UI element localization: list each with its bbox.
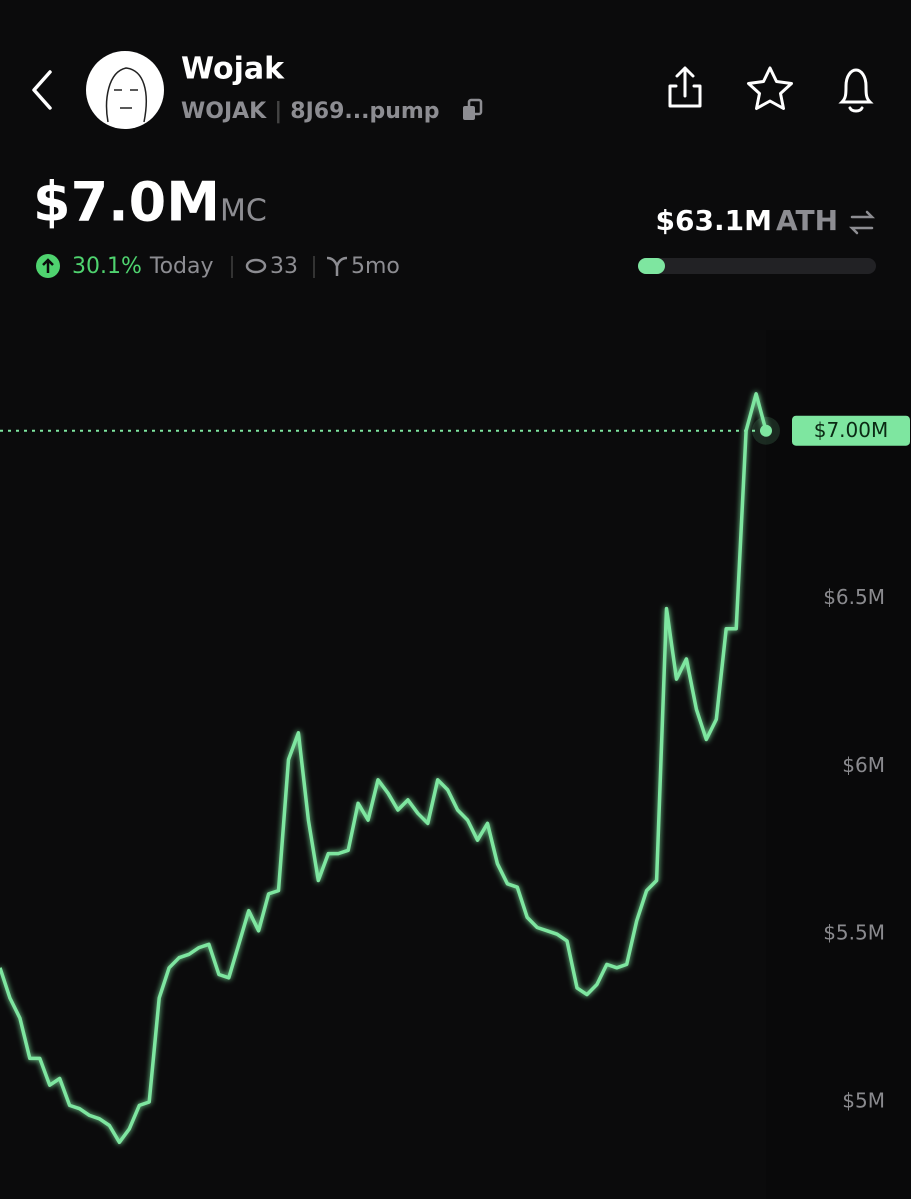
price-line [0,392,768,1145]
alert-button[interactable] [838,68,874,113]
y-tick-label: $6M [842,753,885,777]
watchers: 33 [270,254,298,279]
y-tick-label: $6.5M [823,585,885,609]
address: 8J69...pump [290,99,439,124]
ath-progress-track [638,258,876,274]
ath-progress-fill [638,258,665,274]
share-button[interactable] [668,66,702,108]
back-button[interactable] [32,70,52,110]
ath: $63.1M [656,204,772,237]
change: 30.1% [72,254,142,279]
token-meta: WOJAK | 8J69...pump [181,99,440,124]
eye-icon [245,258,267,274]
market-cap: $7.0M [33,171,220,234]
age: 5mo [351,254,400,279]
y-tick-label: $5.5M [823,921,885,945]
y-tick-label: $5M [842,1089,885,1113]
favorite-button[interactable] [747,66,793,110]
copy-icon[interactable] [463,98,483,120]
ath-row: $63.1M ATH [656,204,838,237]
swap-icon[interactable] [848,210,876,235]
chart: $5M $5.5M $6M $6.5M $7.00M [0,392,910,1145]
avatar [86,51,164,129]
axis-panel [766,330,911,1199]
current-price-badge [792,415,910,446]
ticker: WOJAK [181,99,267,124]
change-row: 30.1% Today [72,254,214,279]
sprout-icon [326,256,348,276]
market-cap-unit: MC [220,194,267,229]
current-price-dot [760,424,772,437]
token-name: Wojak [181,52,285,87]
current-price-label: $7.00M [814,418,889,442]
change-period: Today [149,254,214,279]
ath-label: ATH [776,204,838,237]
up-arrow [42,258,54,273]
separator: | [274,99,282,124]
